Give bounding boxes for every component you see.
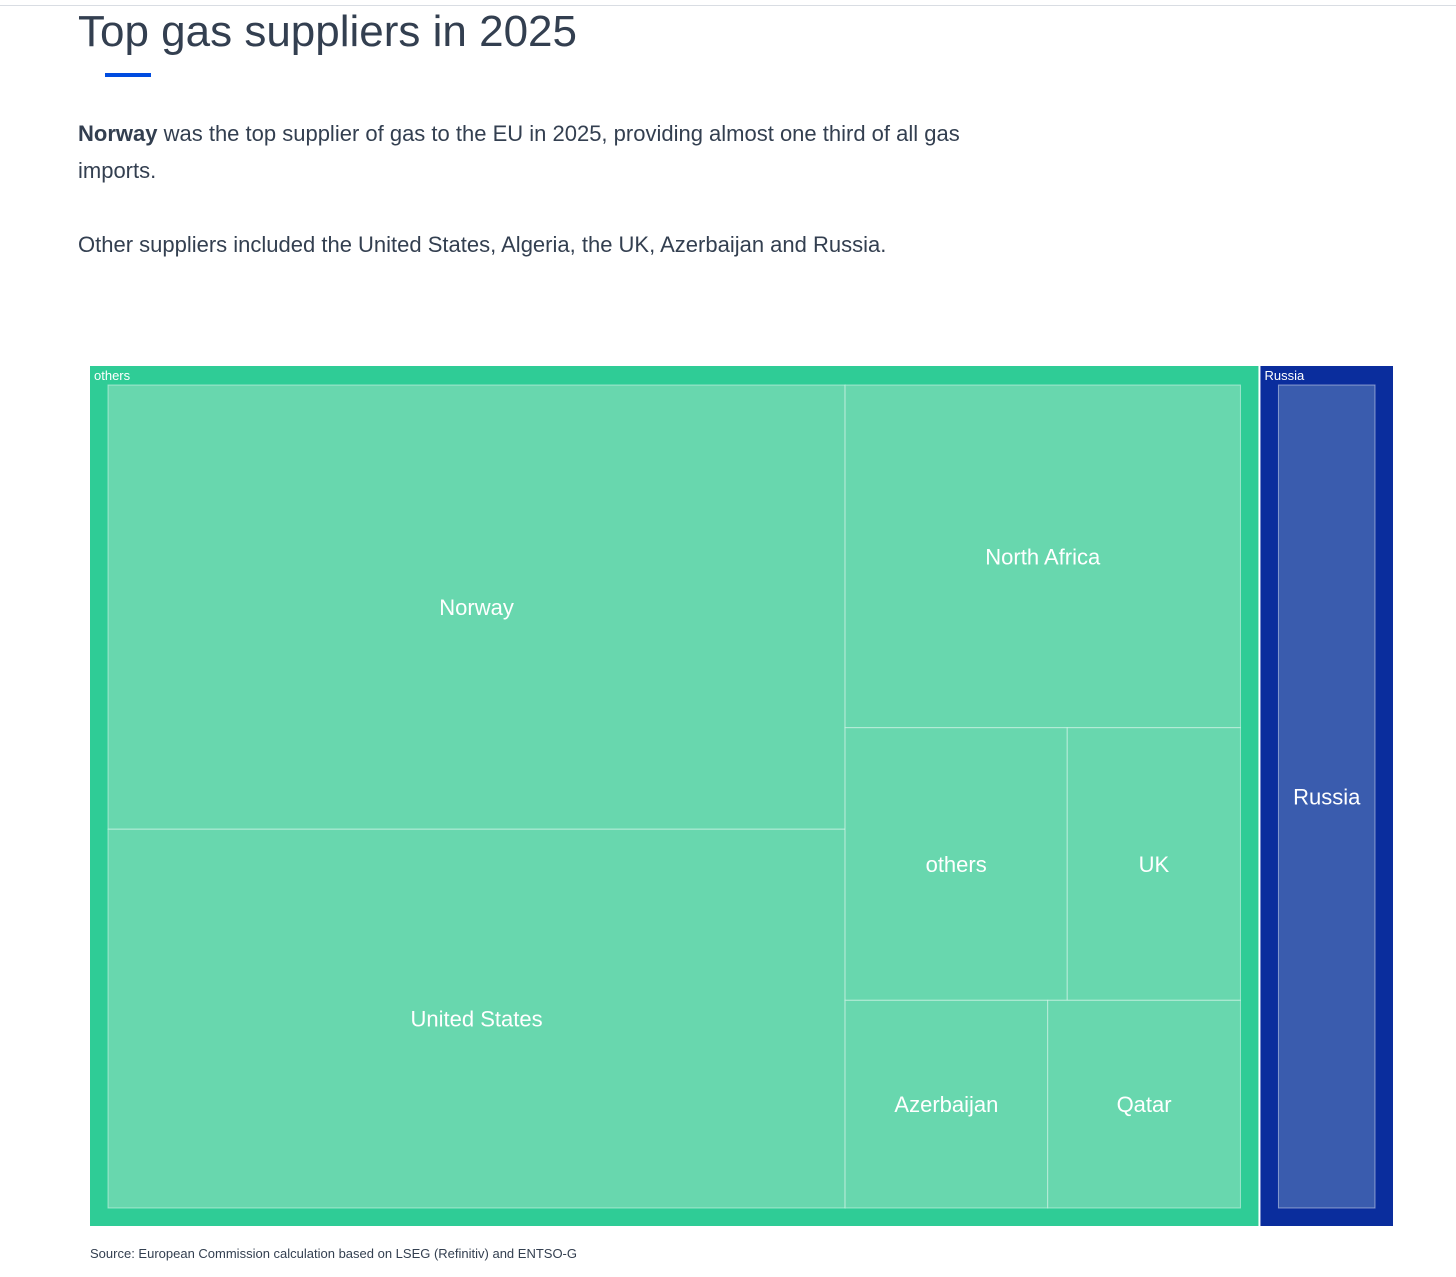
page-title: Top gas suppliers in 2025: [78, 7, 577, 56]
intro-paragraph: Norway was the top supplier of gas to th…: [78, 115, 1018, 189]
treemap-group-label-others: others: [94, 368, 131, 383]
treemap-label-russia-russia: Russia: [1293, 785, 1361, 810]
treemap-tile-others-others[interactable]: [844, 727, 1068, 1001]
treemap-tile-others-azerbaijan[interactable]: [844, 999, 1049, 1209]
title-underline: [105, 73, 151, 77]
treemap-label-others-united-states: United States: [411, 1007, 543, 1032]
treemap-tile-others-united-states[interactable]: [107, 828, 846, 1209]
treemap-label-others-azerbaijan: Azerbaijan: [894, 1092, 998, 1117]
source-note: Source: European Commission calculation …: [90, 1246, 577, 1261]
second-paragraph: Other suppliers included the United Stat…: [78, 232, 887, 257]
treemap-label-others-qatar: Qatar: [1117, 1092, 1172, 1117]
intro-bold: Norway: [78, 121, 158, 146]
treemap-group-label-russia: Russia: [1264, 368, 1305, 383]
treemap-label-others-uk: UK: [1139, 852, 1170, 877]
treemap-tile-others-qatar[interactable]: [1047, 999, 1241, 1209]
intro-rest: was the top supplier of gas to the EU in…: [78, 121, 960, 183]
top-rule: [0, 5, 1456, 6]
treemap-label-others-north-africa: North Africa: [985, 544, 1101, 569]
treemap-tile-others-uk[interactable]: [1066, 727, 1241, 1001]
treemap-tile-others-north-africa[interactable]: [844, 384, 1241, 729]
treemap-tile-russia-russia[interactable]: [1277, 384, 1376, 1209]
treemap-label-others-others: others: [926, 852, 987, 877]
treemap-label-others-norway: Norway: [439, 595, 514, 620]
